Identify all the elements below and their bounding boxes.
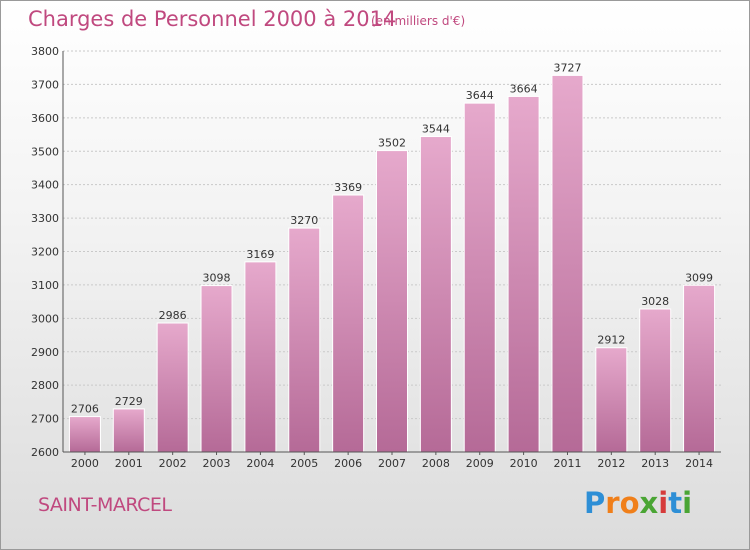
x-tick-label: 2013 xyxy=(641,457,669,470)
location-label: SAINT-MARCEL xyxy=(38,494,172,516)
value-label: 3098 xyxy=(203,272,231,285)
y-tick-label: 3600 xyxy=(31,112,59,125)
y-tick-label: 2700 xyxy=(31,413,59,426)
value-label: 3270 xyxy=(290,214,318,227)
x-tick-label: 2003 xyxy=(203,457,231,470)
logo-letter: i xyxy=(658,486,669,520)
y-tick-label: 3700 xyxy=(31,78,59,91)
logo-letter: P xyxy=(584,486,606,520)
bar-2004 xyxy=(244,261,277,453)
value-label: 3028 xyxy=(641,295,669,308)
x-tick-label: 2010 xyxy=(510,457,538,470)
x-tick-label: 2007 xyxy=(378,457,406,470)
x-tick-label: 2004 xyxy=(246,457,274,470)
y-tick-label: 2800 xyxy=(31,379,59,392)
value-label: 3169 xyxy=(246,248,274,261)
value-label: 2706 xyxy=(71,403,99,416)
bar-2002 xyxy=(156,322,189,453)
y-tick-label: 3200 xyxy=(31,246,59,259)
bar-2009 xyxy=(463,102,496,453)
axes: 2600 2700 2800 2900 3000 3100 3200 3300 3400 3500… xyxy=(31,45,721,470)
chart-title: Charges de Personnel 2000 à 2014 xyxy=(28,7,397,31)
bar-2001 xyxy=(112,408,145,453)
x-tick-label: 2012 xyxy=(597,457,625,470)
bars xyxy=(68,74,716,453)
y-tick-label: 3300 xyxy=(31,212,59,225)
y-tick-label: 3500 xyxy=(31,145,59,158)
value-label: 2729 xyxy=(115,395,143,408)
bar-2007 xyxy=(376,150,408,453)
chart-subtitle: (en milliers d'€) xyxy=(371,14,466,28)
value-label: 3644 xyxy=(466,89,494,102)
x-tick-label: 2005 xyxy=(290,457,318,470)
value-label: 3544 xyxy=(422,123,450,136)
bar-2000 xyxy=(68,416,101,453)
bar-2008 xyxy=(419,136,452,453)
value-label: 3727 xyxy=(553,61,581,74)
bar-2014 xyxy=(683,284,716,453)
bar-2005 xyxy=(288,227,321,453)
x-tick-label: 2000 xyxy=(71,457,99,470)
proxiti-logo: Proxiti xyxy=(584,486,692,520)
value-label: 3502 xyxy=(378,137,406,150)
logo-letter: r xyxy=(605,486,620,520)
y-tick-label: 3800 xyxy=(31,45,59,58)
logo-letter: t xyxy=(668,486,683,520)
logo-letter: i xyxy=(682,486,693,520)
x-tick-label: 2008 xyxy=(422,457,450,470)
y-tick-label: 3400 xyxy=(31,179,59,192)
bar-2013 xyxy=(639,308,672,453)
value-label: 3369 xyxy=(334,181,362,194)
value-label: 2986 xyxy=(159,309,187,322)
value-label: 2912 xyxy=(597,334,625,347)
bar-2010 xyxy=(507,95,540,453)
y-tick-label: 2600 xyxy=(31,446,59,459)
bar-2006 xyxy=(332,194,365,453)
logo-letter: o xyxy=(619,486,640,520)
value-label: 3099 xyxy=(685,271,713,284)
value-label: 3664 xyxy=(510,82,538,95)
bar-2012 xyxy=(595,347,628,453)
x-tick-label: 2011 xyxy=(553,457,581,470)
x-tick-label: 2014 xyxy=(685,457,713,470)
y-tick-label: 3100 xyxy=(31,279,59,292)
bar-2003 xyxy=(200,285,233,453)
x-tick-label: 2001 xyxy=(115,457,143,470)
y-tick-label: 2900 xyxy=(31,346,59,359)
x-tick-label: 2009 xyxy=(466,457,494,470)
x-tick-label: 2006 xyxy=(334,457,362,470)
y-tick-label: 3000 xyxy=(31,312,59,325)
x-tick-label: 2002 xyxy=(159,457,187,470)
logo-letter: x xyxy=(639,486,659,520)
bar-2011 xyxy=(551,74,584,453)
